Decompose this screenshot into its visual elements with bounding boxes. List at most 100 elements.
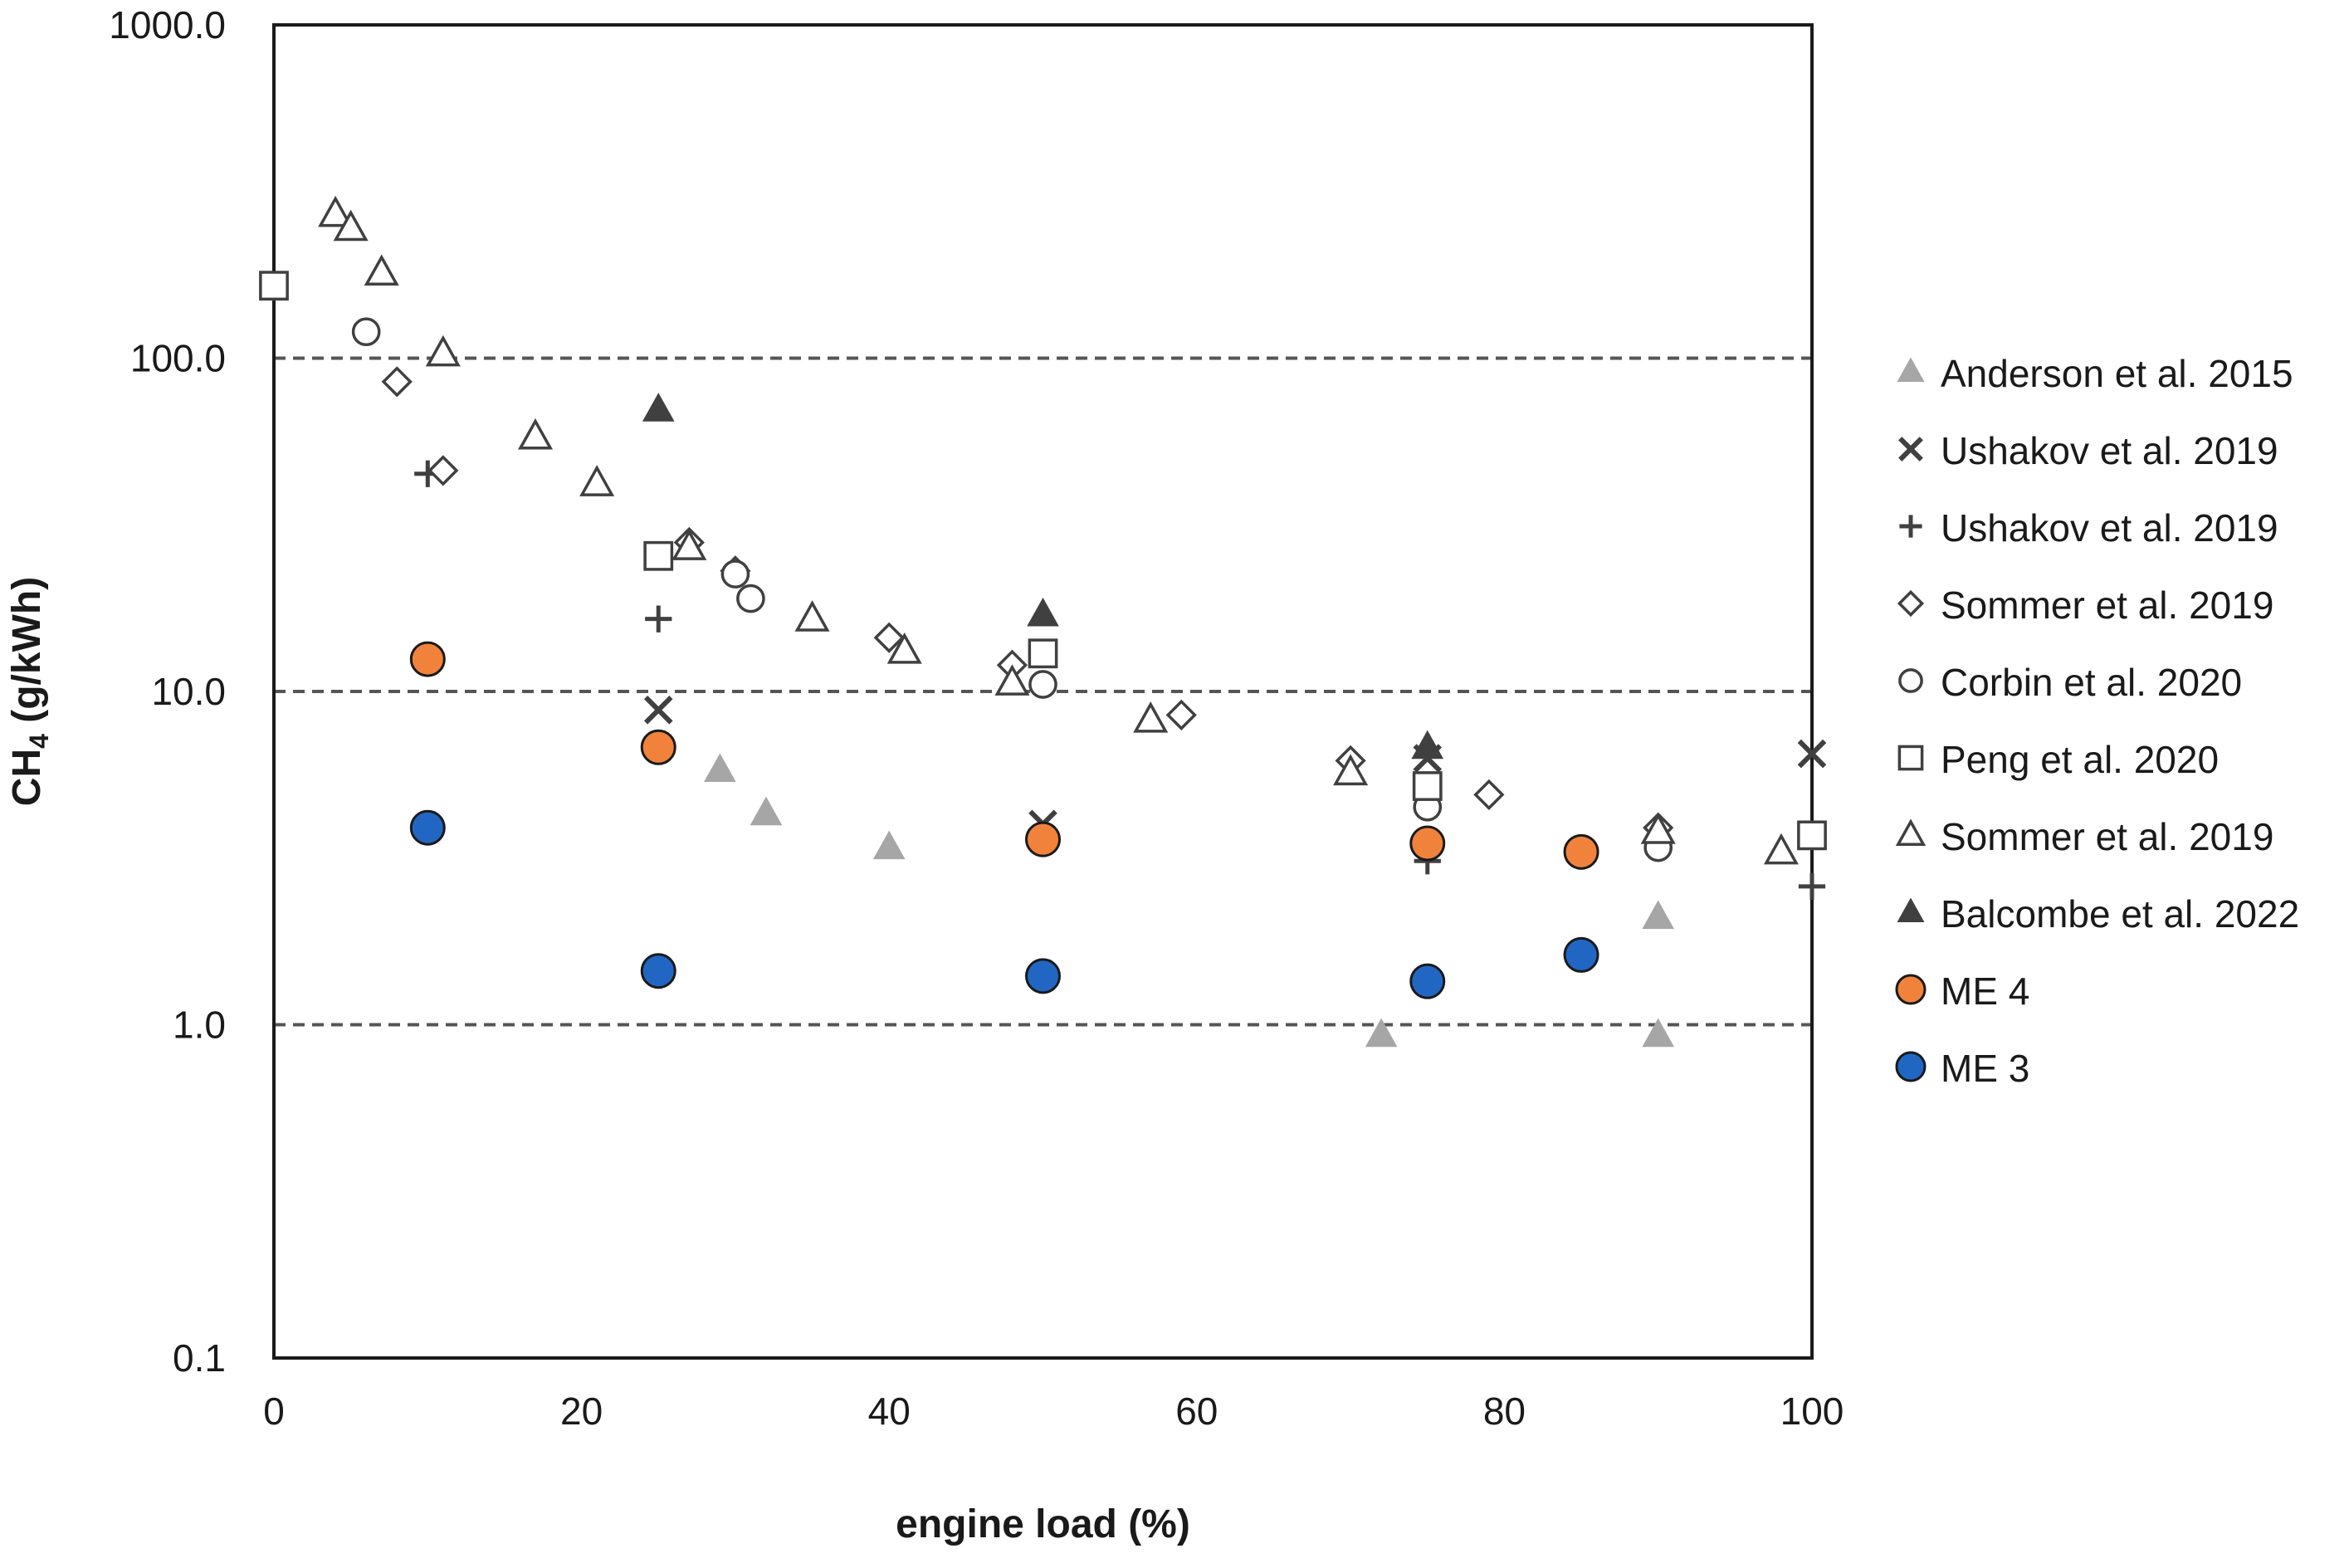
legend-marker bbox=[1895, 818, 1927, 846]
legend-marker bbox=[1895, 974, 1927, 1005]
series-6 bbox=[318, 195, 1799, 865]
legend-item: Sommer et al. 2019 bbox=[1897, 584, 2273, 627]
legend-marker bbox=[1895, 1051, 1927, 1082]
series-3 bbox=[381, 366, 1674, 843]
legend-item: Anderson et al. 2015 bbox=[1897, 352, 2293, 395]
data-point bbox=[1333, 754, 1369, 786]
data-point bbox=[704, 753, 736, 783]
legend-label: Sommer et al. 2019 bbox=[1941, 815, 2273, 858]
data-point bbox=[1027, 597, 1059, 627]
data-point bbox=[1563, 833, 1599, 870]
data-point bbox=[579, 465, 615, 496]
legend-marker bbox=[1897, 897, 1925, 922]
x-tick-label: 20 bbox=[560, 1390, 603, 1433]
series-0 bbox=[704, 753, 1675, 1048]
data-point bbox=[1797, 820, 1827, 851]
series-1 bbox=[643, 695, 1827, 839]
data-point bbox=[351, 317, 381, 347]
series-9 bbox=[409, 809, 1599, 999]
x-tick-label: 80 bbox=[1483, 1390, 1526, 1433]
data-point bbox=[409, 641, 446, 677]
data-point bbox=[1642, 900, 1675, 930]
data-point bbox=[1409, 963, 1446, 999]
x-axis-title: engine load (%) bbox=[896, 1502, 1190, 1546]
y-axis-title-unit: (g/kWh) bbox=[5, 577, 49, 734]
data-point bbox=[517, 418, 554, 450]
data-point bbox=[642, 393, 675, 422]
legend: Anderson et al. 2015 Ushakov et al. 2019 U… bbox=[1895, 352, 2299, 1090]
legend-marker bbox=[1899, 515, 1922, 538]
data-point bbox=[1365, 1018, 1398, 1048]
data-point bbox=[259, 271, 289, 301]
data-point bbox=[1473, 779, 1505, 811]
y-tick-label: 10.0 bbox=[151, 670, 226, 713]
legend-marker bbox=[1897, 357, 1925, 382]
legend-item: Ushakov et al. 2019 bbox=[1898, 429, 2278, 472]
data-point bbox=[1028, 638, 1058, 669]
y-tick-label: 0.1 bbox=[173, 1336, 226, 1380]
plot-area-frame bbox=[272, 23, 1814, 1360]
data-point bbox=[409, 809, 446, 846]
legend-label: Ushakov et al. 2019 bbox=[1941, 506, 2278, 550]
y-axis-title-subscript: 4 bbox=[24, 734, 54, 749]
data-point bbox=[1165, 699, 1197, 730]
legend-label: ME 3 bbox=[1941, 1047, 2029, 1090]
legend-label: Peng et al. 2020 bbox=[1941, 738, 2219, 781]
series-8 bbox=[409, 641, 1599, 870]
data-point bbox=[1642, 1018, 1675, 1048]
data-point bbox=[1025, 958, 1061, 994]
data-points bbox=[259, 195, 1827, 1048]
data-point bbox=[1640, 813, 1676, 844]
y-tick-label: 1000.0 bbox=[109, 3, 226, 46]
axis-ticks: 0 20 40 60 80 100 0.1 1.0 10.0 100.0 1000.0 bbox=[109, 3, 1844, 1433]
data-point bbox=[1025, 821, 1061, 857]
legend-label: Ushakov et al. 2019 bbox=[1941, 429, 2278, 472]
data-point bbox=[1028, 670, 1057, 699]
data-point bbox=[872, 830, 906, 860]
data-point bbox=[1563, 936, 1599, 973]
data-point bbox=[886, 633, 922, 664]
data-point bbox=[643, 695, 673, 725]
data-point bbox=[1409, 825, 1446, 862]
data-point bbox=[640, 729, 676, 765]
series-4 bbox=[351, 317, 1673, 862]
data-point bbox=[794, 600, 830, 632]
y-axis-title: CH4 (g/kWh) bbox=[5, 577, 54, 806]
legend-marker bbox=[1898, 668, 1923, 693]
data-point bbox=[1412, 771, 1443, 801]
legend-item: Peng et al. 2020 bbox=[1897, 738, 2219, 781]
legend-label: Sommer et al. 2019 bbox=[1941, 584, 2273, 627]
data-point bbox=[1133, 701, 1169, 733]
y-tick-label: 100.0 bbox=[130, 337, 226, 380]
legend-item: ME 4 bbox=[1895, 970, 2029, 1013]
y-tick-label: 1.0 bbox=[173, 1004, 226, 1047]
legend-item: Ushakov et al. 2019 bbox=[1899, 506, 2278, 550]
legend-marker bbox=[1898, 437, 1923, 462]
data-point bbox=[643, 540, 674, 571]
data-point bbox=[364, 254, 399, 286]
data-point bbox=[1798, 872, 1826, 901]
series-5 bbox=[259, 271, 1827, 851]
data-point bbox=[1797, 739, 1827, 769]
data-point bbox=[1411, 730, 1444, 760]
x-tick-label: 100 bbox=[1780, 1390, 1844, 1433]
data-point bbox=[720, 559, 750, 589]
data-point bbox=[994, 664, 1030, 696]
x-tick-label: 60 bbox=[1175, 1390, 1218, 1433]
data-point bbox=[640, 953, 676, 989]
legend-marker bbox=[1897, 745, 1924, 771]
legend-marker bbox=[1897, 589, 1925, 618]
data-point bbox=[381, 366, 413, 398]
data-point bbox=[736, 584, 765, 613]
x-tick-label: 40 bbox=[868, 1390, 911, 1433]
data-point bbox=[333, 209, 369, 242]
data-point bbox=[873, 622, 905, 653]
x-tick-label: 0 bbox=[263, 1390, 285, 1433]
data-point bbox=[1763, 833, 1799, 865]
data-point bbox=[318, 195, 354, 227]
legend-label: Balcombe et al. 2022 bbox=[1941, 892, 2299, 935]
data-point bbox=[750, 796, 783, 826]
data-point bbox=[645, 605, 672, 633]
